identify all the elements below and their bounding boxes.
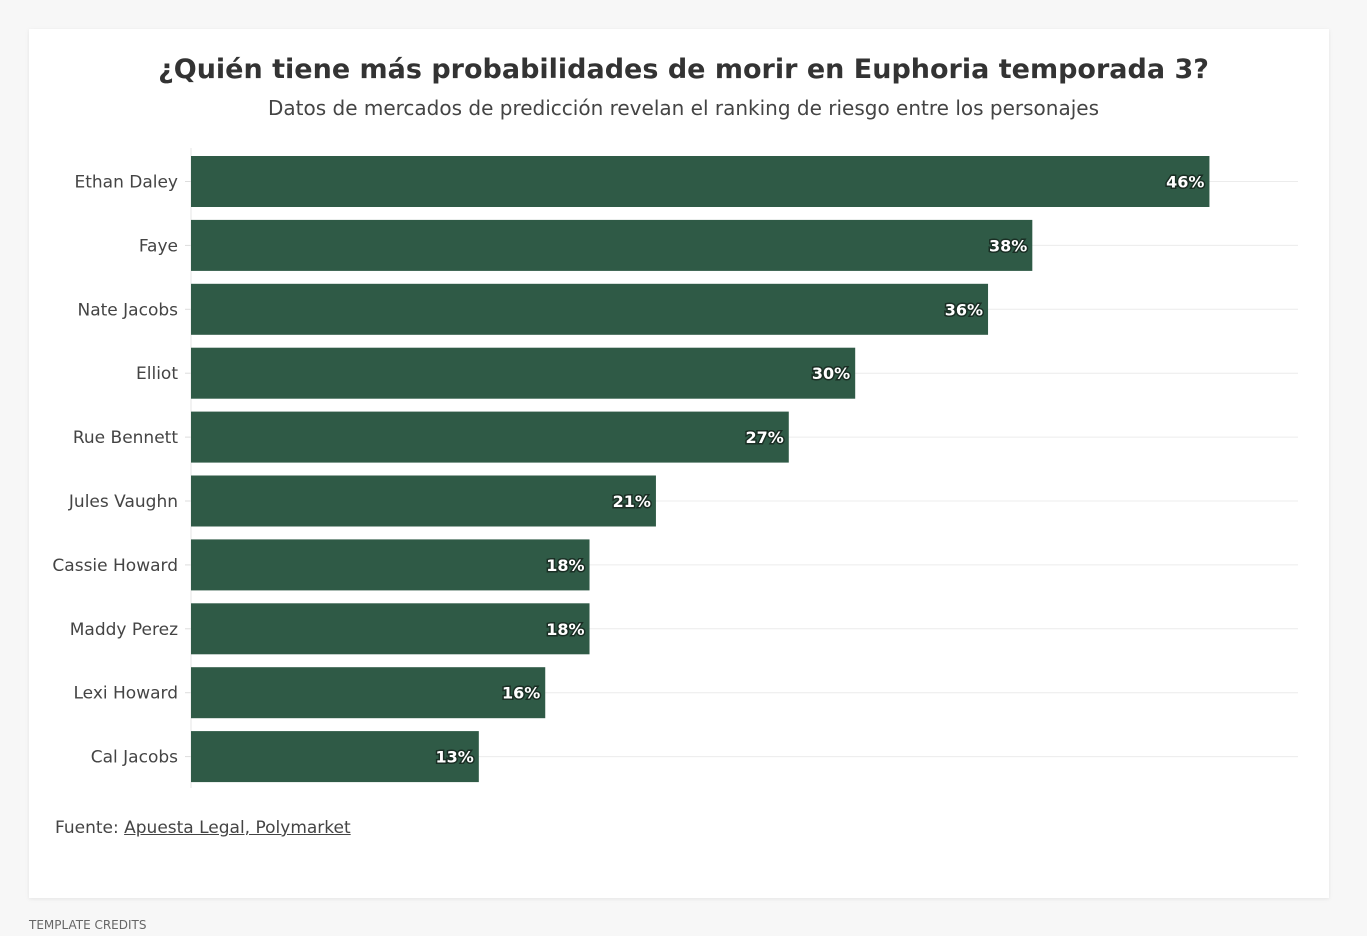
bar [191, 347, 856, 399]
bar [191, 475, 656, 527]
bar [191, 603, 590, 655]
chart-title: ¿Quién tiene más probabilidades de morir… [158, 54, 1209, 85]
y-tick-label: Lexi Howard [73, 684, 178, 704]
y-tick-label: Maddy Perez [70, 620, 178, 640]
source-note: Fuente: Apuesta Legal, Polymarket [55, 818, 351, 838]
data-label: 36% [945, 300, 983, 319]
y-tick-label: Ethan Daley [74, 173, 178, 193]
data-label: 18% [546, 556, 584, 575]
y-tick-label: Cal Jacobs [91, 748, 178, 768]
y-tick-label: Rue Bennett [73, 428, 178, 448]
bar [191, 539, 590, 591]
bar [191, 219, 1033, 271]
data-label: 38% [989, 236, 1027, 255]
bar [191, 411, 789, 463]
y-tick-label: Jules Vaughn [68, 492, 178, 512]
data-label: 46% [1166, 173, 1204, 192]
template-credits[interactable]: TEMPLATE CREDITS [29, 918, 147, 932]
bar [191, 667, 546, 719]
data-label: 27% [745, 428, 783, 447]
bar [191, 156, 1210, 207]
bar [191, 283, 989, 335]
y-tick-label: Elliot [136, 364, 178, 384]
data-label: 30% [812, 364, 850, 383]
y-tick-label: Cassie Howard [52, 556, 178, 576]
data-label: 18% [546, 620, 584, 639]
data-label: 16% [502, 684, 540, 703]
data-label: 21% [613, 492, 651, 511]
bar [191, 731, 479, 783]
y-tick-label: Faye [139, 236, 178, 256]
y-tick-label: Nate Jacobs [78, 300, 179, 320]
source-label: Fuente: [55, 818, 119, 838]
chart-subtitle: Datos de mercados de predicción revelan … [267, 96, 1099, 120]
source-link[interactable]: Apuesta Legal, Polymarket [124, 818, 351, 838]
data-label: 13% [436, 748, 474, 767]
